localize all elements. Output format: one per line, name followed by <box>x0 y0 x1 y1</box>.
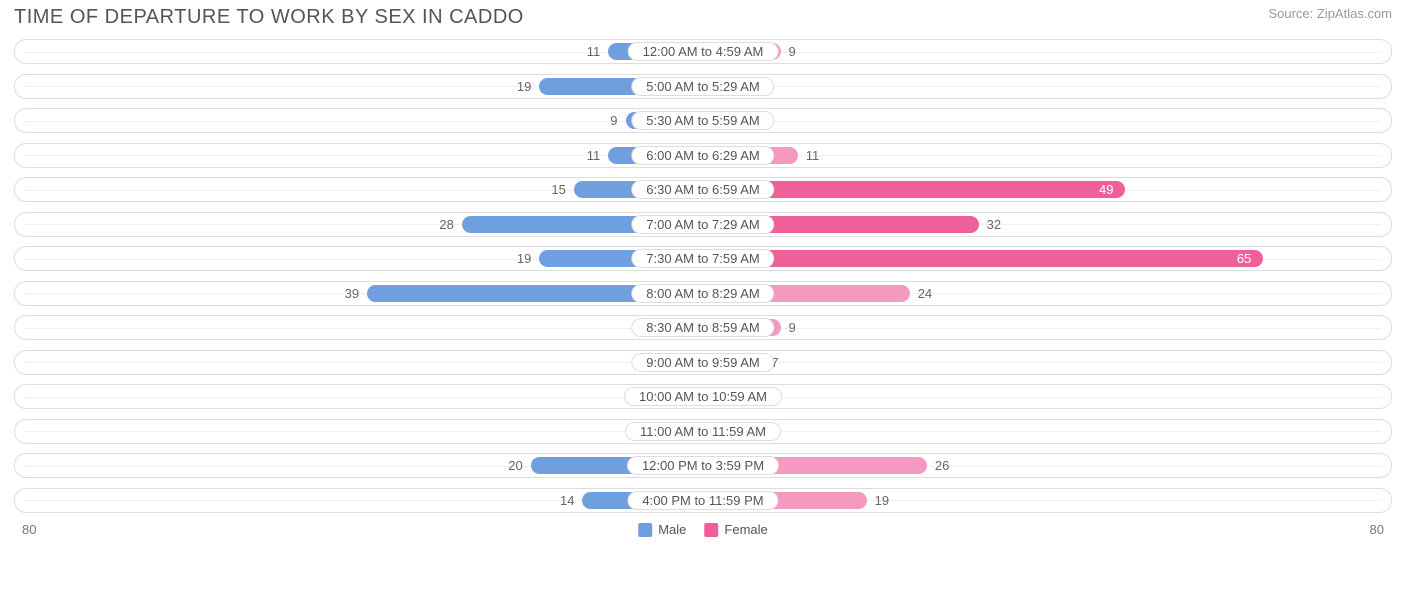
chart-row: 098:30 AM to 8:59 AM <box>14 315 1392 340</box>
category-label: 5:30 AM to 5:59 AM <box>631 111 774 130</box>
legend-item-male: Male <box>638 522 686 537</box>
value-female: 24 <box>914 282 936 305</box>
bar-female <box>703 250 1263 267</box>
chart-row: 19 65 7:30 AM to 7:59 AM <box>14 246 1392 271</box>
value-male: 11 <box>583 144 605 167</box>
value-male: 11 <box>583 40 605 63</box>
value-male: 19 <box>513 247 535 270</box>
chart-row: 11 9 12:00 AM to 4:59 AM <box>14 39 1392 64</box>
chart-title: TIME OF DEPARTURE TO WORK BY SEX IN CADD… <box>14 6 524 29</box>
value-male: 20 <box>504 454 526 477</box>
category-label: 5:00 AM to 5:29 AM <box>631 77 774 96</box>
value-female: 26 <box>931 454 953 477</box>
chart-row: 39 24 8:00 AM to 8:29 AM <box>14 281 1392 306</box>
value-female: 9 <box>785 316 800 339</box>
value-male: 39 <box>341 282 363 305</box>
value-female: 65 <box>1233 247 1255 270</box>
value-male: 15 <box>547 178 569 201</box>
diverging-bar-chart: 11912:00 AM to 4:59 AM1905:00 AM to 5:29… <box>0 39 1406 513</box>
category-label: 10:00 AM to 10:59 AM <box>624 387 782 406</box>
chart-row: 0410:00 AM to 10:59 AM <box>14 384 1392 409</box>
category-label: 9:00 AM to 9:59 AM <box>631 353 774 372</box>
value-female: 9 <box>785 40 800 63</box>
legend-swatch-male <box>638 523 652 537</box>
category-label: 7:30 AM to 7:59 AM <box>631 249 774 268</box>
chart-footer: 80 Male Female 80 <box>0 522 1406 542</box>
chart-row: 28 32 7:00 AM to 7:29 AM <box>14 212 1392 237</box>
legend-item-female: Female <box>704 522 767 537</box>
value-female: 49 <box>1095 178 1117 201</box>
chart-row: 14 19 4:00 PM to 11:59 PM <box>14 488 1392 513</box>
category-label: 8:30 AM to 8:59 AM <box>631 318 774 337</box>
chart-header: TIME OF DEPARTURE TO WORK BY SEX IN CADD… <box>0 0 1406 39</box>
category-label: 12:00 PM to 3:59 PM <box>627 456 779 475</box>
value-male: 19 <box>513 75 535 98</box>
chart-row: 20 26 12:00 PM to 3:59 PM <box>14 453 1392 478</box>
axis-max-left: 80 <box>22 522 36 537</box>
chart-row: 11 11 6:00 AM to 6:29 AM <box>14 143 1392 168</box>
category-label: 6:30 AM to 6:59 AM <box>631 180 774 199</box>
value-male: 9 <box>606 109 621 132</box>
legend-label-female: Female <box>724 522 767 537</box>
chart-row: 15 49 6:30 AM to 6:59 AM <box>14 177 1392 202</box>
legend-swatch-female <box>704 523 718 537</box>
value-male: 28 <box>435 213 457 236</box>
category-label: 7:00 AM to 7:29 AM <box>631 215 774 234</box>
category-label: 12:00 AM to 4:59 AM <box>628 42 779 61</box>
category-label: 6:00 AM to 6:29 AM <box>631 146 774 165</box>
value-male: 14 <box>556 489 578 512</box>
category-label: 4:00 PM to 11:59 PM <box>627 491 778 510</box>
axis-max-right: 80 <box>1370 522 1384 537</box>
chart-row: 1905:00 AM to 5:29 AM <box>14 74 1392 99</box>
value-female: 11 <box>802 144 824 167</box>
value-female: 32 <box>983 213 1005 236</box>
legend: Male Female <box>638 522 768 537</box>
legend-label-male: Male <box>658 522 686 537</box>
chart-row: 0011:00 AM to 11:59 AM <box>14 419 1392 444</box>
chart-source: Source: ZipAtlas.com <box>1268 6 1392 21</box>
chart-row: 479:00 AM to 9:59 AM <box>14 350 1392 375</box>
category-label: 11:00 AM to 11:59 AM <box>625 422 781 441</box>
category-label: 8:00 AM to 8:29 AM <box>631 284 774 303</box>
chart-row: 965:30 AM to 5:59 AM <box>14 108 1392 133</box>
value-female: 19 <box>871 489 893 512</box>
